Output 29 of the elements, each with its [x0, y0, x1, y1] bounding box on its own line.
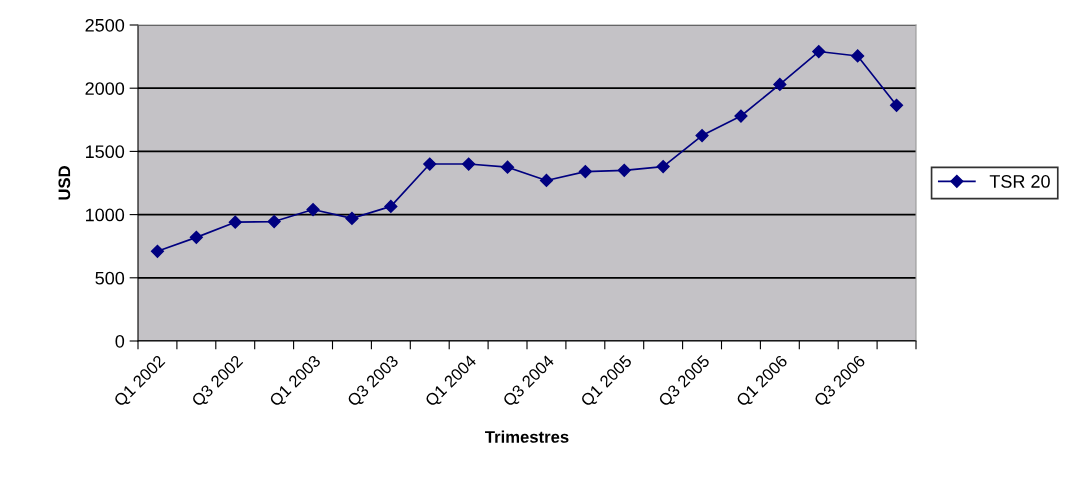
- point: [384, 199, 398, 213]
- y-tick-label: 2000: [85, 82, 125, 95]
- y-tick-label: 2500: [85, 18, 125, 32]
- point: [539, 173, 554, 188]
- y-tick-label: 1000: [86, 208, 125, 222]
- point: [773, 77, 787, 91]
- point: [150, 244, 165, 258]
- point: [267, 214, 281, 229]
- legend-label: TSR 20: [989, 175, 1050, 188]
- point: [656, 159, 670, 174]
- point: [578, 165, 592, 179]
- y-tick-label: 500: [95, 271, 125, 285]
- point: [695, 129, 709, 143]
- y-tick-label: 0: [115, 334, 125, 348]
- point: [734, 109, 748, 123]
- point: [345, 211, 359, 225]
- point: [851, 49, 865, 63]
- point: [812, 44, 826, 59]
- x-axis-title: Trimestres: [485, 430, 569, 443]
- point: [189, 230, 203, 244]
- y-tick-label: 1500: [86, 145, 125, 159]
- point: [228, 215, 242, 229]
- y-axis-title: USD: [58, 166, 71, 200]
- point: [306, 202, 320, 217]
- point: [500, 160, 515, 174]
- point: [617, 163, 631, 177]
- point: [462, 157, 476, 171]
- point: [423, 157, 437, 171]
- point: [889, 98, 904, 112]
